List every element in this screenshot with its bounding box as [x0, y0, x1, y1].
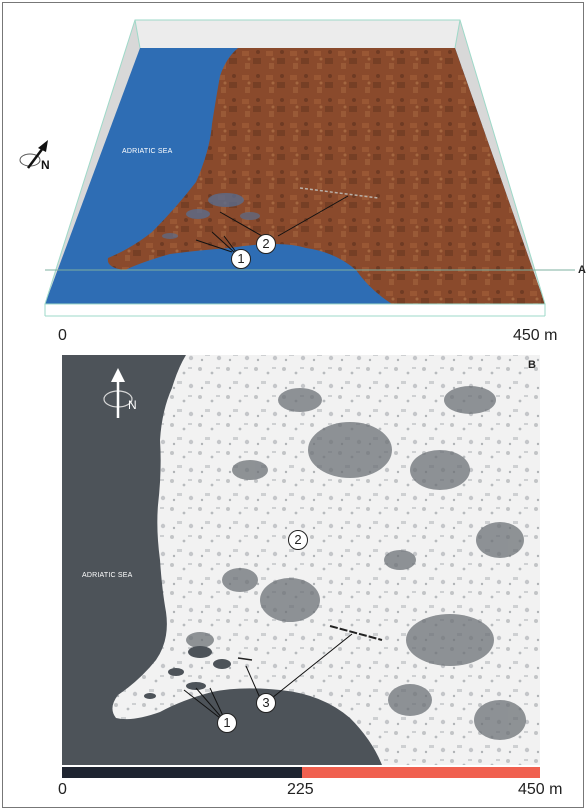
trench-line: [299, 187, 379, 199]
panel-a-north-label: N: [41, 158, 50, 172]
panel-b-scale-mid: 225: [287, 781, 314, 798]
lagoon-shape: [208, 193, 244, 207]
box-wireframe: [44, 19, 575, 317]
panel-a-marker-1: 1: [231, 249, 251, 269]
panel-b-letter: B: [528, 359, 536, 371]
panel-b-marker-1: 1: [217, 713, 237, 733]
box-back-wall-top: [135, 20, 460, 48]
lagoon-shape: [162, 233, 178, 239]
panel-b-marker-2: 2: [288, 530, 308, 550]
panel-b-scale-end: 450 m: [518, 781, 563, 798]
panel-b-scale-start: 0: [58, 781, 67, 798]
lagoon-shape: [186, 209, 210, 219]
panel-a-letter: A: [578, 264, 586, 276]
panel-a-scale-end: 450 m: [513, 327, 558, 344]
panel-b-marker-3: 3: [256, 693, 276, 713]
panel-b-sea-label: ADRIATIC SEA: [82, 572, 133, 579]
panel-a-3d-view: [19, 19, 575, 317]
land-terrain: [107, 48, 546, 304]
panel-a-scale-start: 0: [58, 327, 67, 344]
panel-b-north-label: N: [128, 398, 137, 412]
leader-lines: [195, 195, 349, 253]
north-arrow-icon: [19, 140, 48, 169]
panel-a-marker-2: 2: [256, 234, 276, 254]
lagoon-shape: [240, 212, 260, 220]
panel-a-sea-label: ADRIATIC SEA: [122, 148, 173, 155]
